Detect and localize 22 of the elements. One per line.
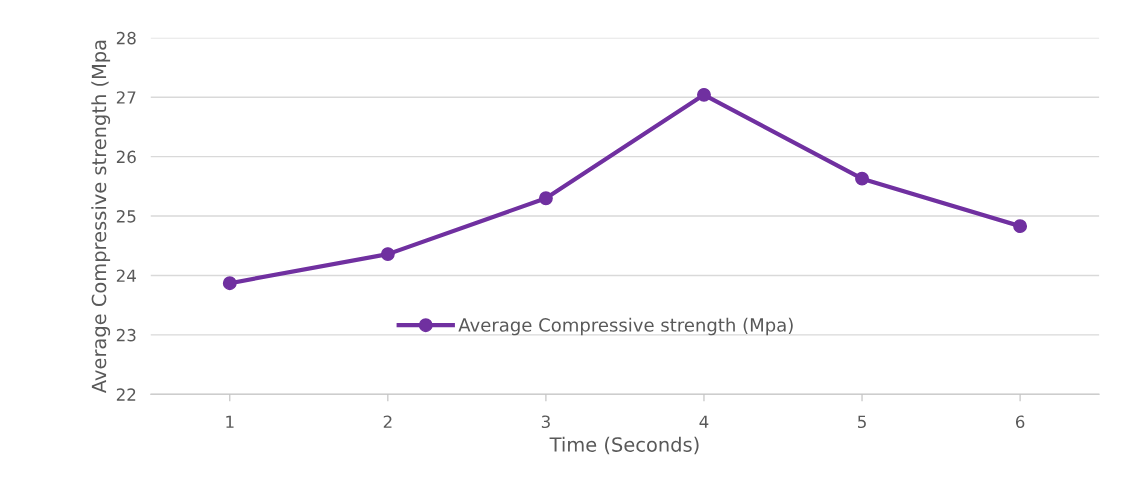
point (538, 191, 553, 206)
point (380, 247, 395, 262)
x-tick-label: 2 (383, 415, 392, 428)
x-tick-label: 5 (858, 415, 866, 429)
x-axis-title: Time (Seconds) (549, 436, 699, 455)
y-tick-label: 26 (116, 150, 136, 164)
y-tick-label: 27 (116, 91, 136, 104)
x-tick-label: 3 (541, 415, 550, 429)
legend-label: Average Compressive strength (Mpa) (458, 317, 793, 336)
y-tick-label: 22 (116, 388, 136, 401)
x-tick-label: 6 (1015, 415, 1025, 429)
point (1013, 219, 1028, 234)
y-tick-label: 24 (116, 269, 136, 282)
point (855, 171, 869, 186)
point (697, 87, 711, 102)
y-tick-label: 25 (116, 210, 136, 223)
y-tick-label: 28 (116, 31, 136, 45)
x-tick-label: 4 (699, 415, 709, 428)
point (222, 276, 237, 291)
y-tick-label: 23 (116, 328, 136, 342)
x-tick-label: 1 (226, 415, 234, 428)
y-axis-title: Average Compressive strength (Mpa (91, 40, 111, 394)
